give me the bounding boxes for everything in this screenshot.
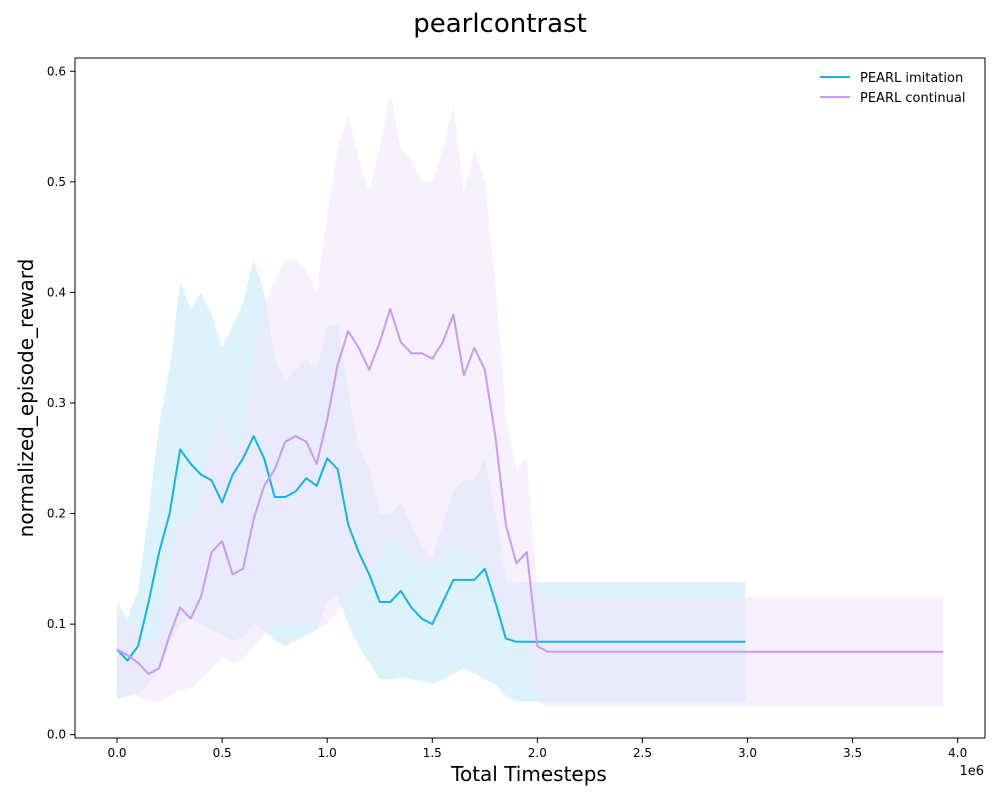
x-tick-label: 2.5: [633, 746, 652, 760]
y-tick-label: 0.5: [47, 175, 66, 189]
x-axis-offset-label: 1e6: [959, 764, 984, 779]
y-tick-label: 0.0: [47, 728, 66, 742]
y-tick-label: 0.4: [47, 285, 66, 299]
legend: PEARL imitation PEARL continual: [820, 71, 965, 106]
x-tick-label: 0.0: [107, 746, 126, 760]
x-tick-label: 1.5: [423, 746, 442, 760]
y-axis-ticks: 0.0 0.1 0.2 0.3 0.4 0.5 0.6: [47, 64, 75, 742]
x-tick-label: 2.0: [528, 746, 547, 760]
x-axis-label: Total Timesteps: [450, 762, 607, 786]
pearl-continual-line: [116, 308, 943, 675]
x-tick-label: 3.0: [738, 746, 757, 760]
plot-frame: [74, 57, 986, 739]
pearl-continual-band: [117, 93, 943, 707]
pearl-imitation-line: [116, 435, 746, 662]
series-lines: [116, 308, 943, 675]
x-tick-label: 0.5: [213, 746, 232, 760]
y-axis-label: normalized_episode_reward: [14, 259, 38, 538]
chart-title: pearlcontrast: [413, 9, 587, 39]
y-tick-label: 0.6: [47, 64, 66, 78]
legend-label-pearl-imitation: PEARL imitation: [860, 71, 963, 86]
y-tick-label: 0.1: [47, 617, 66, 631]
x-tick-label: 4.0: [948, 746, 967, 760]
confidence-bands: [117, 93, 943, 707]
x-axis-ticks: 0.0 0.5 1.0 1.5 2.0 2.5 3.0 3.5 4.0: [107, 738, 967, 760]
x-tick-label: 3.5: [843, 746, 862, 760]
y-tick-label: 0.3: [47, 396, 66, 410]
legend-label-pearl-continual: PEARL continual: [860, 91, 965, 106]
y-tick-label: 0.2: [47, 507, 66, 521]
x-tick-label: 1.0: [318, 746, 337, 760]
